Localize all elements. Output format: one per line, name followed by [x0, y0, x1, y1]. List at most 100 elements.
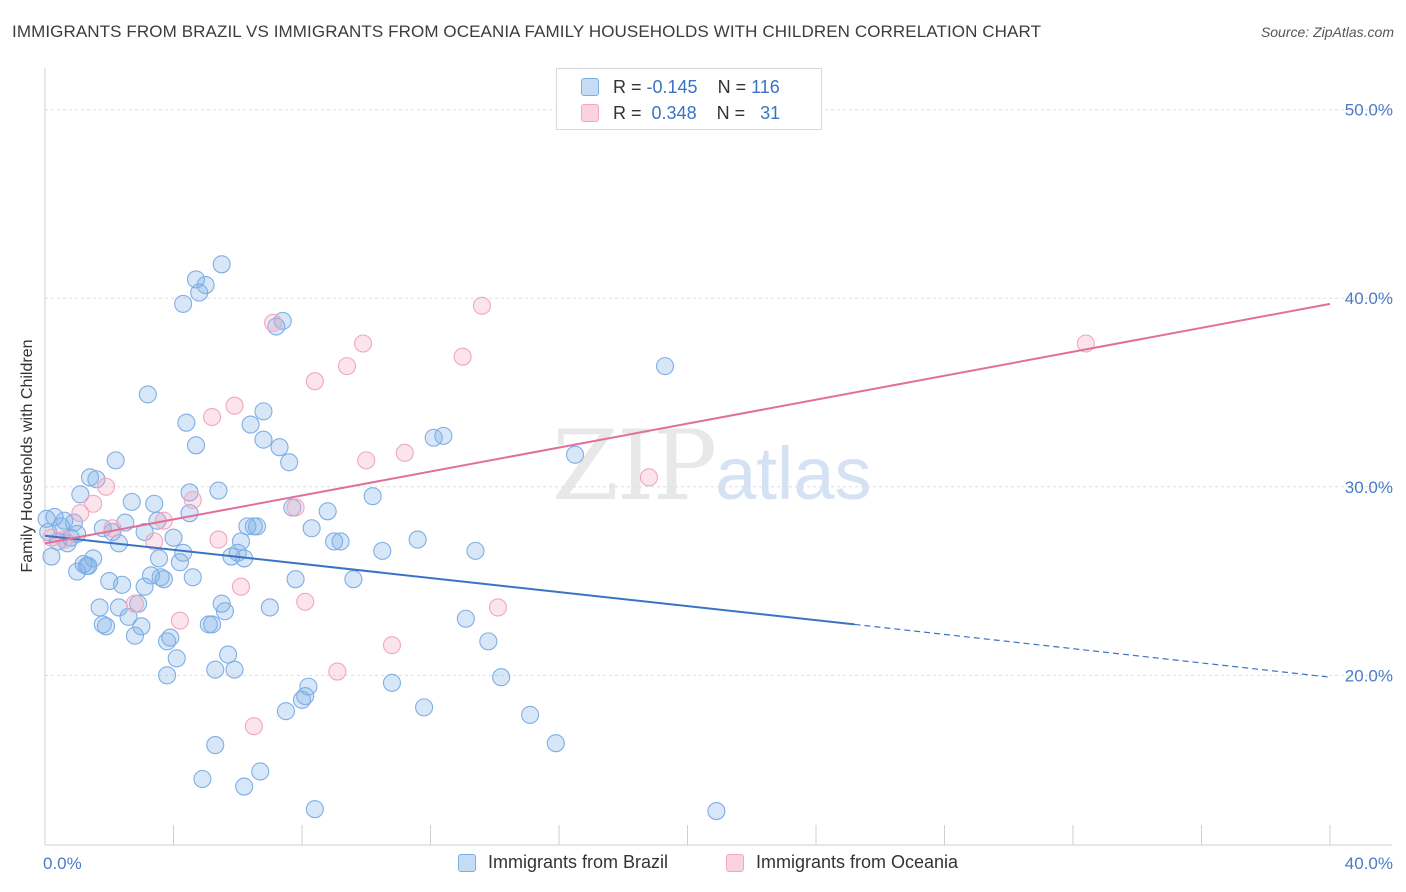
brazil-point — [64, 513, 83, 532]
n-value: 116 — [751, 76, 780, 97]
tick-label-layer: 20.0% 30.0% 40.0% 50.0% 0.0% 40.0% — [43, 101, 1393, 873]
legend-item-oceania[interactable]: Immigrants from Oceania — [726, 852, 958, 873]
brazil-point — [260, 598, 279, 617]
oceania-point — [395, 443, 414, 462]
stats-legend-row-oceania: R = 0.348 N = 31 — [581, 101, 780, 125]
oceania-point — [96, 477, 116, 496]
brazil-point — [655, 357, 675, 376]
y-tick-label: 50.0% — [1345, 101, 1393, 120]
n-value: 31 — [760, 102, 781, 123]
brazil-point — [193, 769, 212, 789]
brazil-point — [492, 668, 511, 687]
brazil-point — [415, 698, 434, 717]
brazil-point — [174, 543, 193, 562]
series-legend: Immigrants from Brazil Immigrants from O… — [0, 852, 1406, 878]
brazil-point — [135, 522, 154, 542]
brazil-point — [546, 734, 565, 753]
axis-layer — [44, 68, 1392, 846]
brazil-point — [113, 575, 132, 594]
brazil-point — [302, 519, 321, 538]
brazil-point — [215, 602, 234, 621]
oceania-swatch — [581, 104, 599, 122]
oceania-point — [472, 296, 491, 315]
brazil-point — [149, 549, 169, 568]
watermark-zip: ZIP — [552, 410, 717, 522]
brazil-trend-line — [44, 534, 855, 626]
brazil-point — [276, 702, 295, 721]
oceania-point — [203, 407, 222, 427]
brazil-swatch — [581, 78, 599, 96]
r-value: 0.348 — [651, 102, 697, 123]
x-tick-label: 40.0% — [1345, 854, 1393, 873]
oceania-point — [337, 357, 357, 376]
brazil-point — [254, 430, 273, 449]
brazil-point — [87, 470, 106, 489]
brazil-point — [203, 615, 222, 634]
brazil-point — [96, 617, 116, 636]
brazil-point — [167, 649, 186, 668]
brazil-point — [161, 628, 180, 647]
oceania-point — [296, 592, 315, 611]
y-tick-label: 40.0% — [1345, 289, 1393, 308]
brazil-point — [270, 438, 289, 457]
brazil-point — [174, 294, 193, 313]
brazil-trend-extension — [854, 623, 1331, 678]
brazil-point — [151, 568, 170, 587]
n-label: N = — [716, 102, 746, 123]
brazil-point — [225, 660, 244, 679]
brazil-point — [42, 547, 61, 566]
brazil-point — [296, 687, 315, 706]
brazil-point — [183, 568, 202, 587]
brazil-point — [206, 736, 225, 755]
brazil-point — [135, 577, 154, 596]
brazil-point — [37, 509, 56, 528]
points-layer — [37, 255, 1095, 821]
brazil-point — [219, 645, 238, 664]
brazil-point — [566, 445, 585, 464]
brazil-point — [299, 677, 318, 696]
brazil-point — [325, 532, 344, 551]
y-tick-label: 20.0% — [1345, 666, 1393, 685]
x-tick-label: 0.0% — [43, 854, 82, 873]
source-label: Source: ZipAtlas.com — [1260, 24, 1394, 40]
brazil-point — [170, 553, 189, 572]
brazil-point — [344, 570, 363, 589]
watermark: ZIPatlas — [552, 410, 872, 522]
brazil-point — [241, 415, 260, 434]
brazil-point — [479, 632, 498, 651]
brazil-point — [434, 426, 453, 445]
oceania-point — [286, 498, 305, 517]
stats-legend-row-brazil: R = -0.145 N = 116 — [581, 75, 780, 99]
brazil-point — [125, 626, 144, 645]
oceania-trend-line — [44, 302, 1331, 545]
brazil-point — [206, 660, 225, 679]
brazil-point — [145, 494, 164, 513]
brazil-point — [707, 802, 726, 821]
r-label: R = — [613, 102, 642, 123]
oceania-point — [353, 334, 373, 353]
brazil-point — [235, 777, 254, 796]
oceania-point — [453, 347, 472, 366]
oceania-point — [357, 451, 376, 470]
legend-item-brazil[interactable]: Immigrants from Brazil — [458, 852, 668, 873]
oceania-point — [305, 372, 324, 391]
brazil-point — [80, 468, 100, 487]
oceania-point — [183, 490, 202, 510]
oceania-point — [328, 662, 347, 681]
brazil-point — [254, 402, 273, 421]
brazil-point — [466, 541, 485, 560]
oceania-point — [125, 594, 144, 613]
brazil-point — [521, 705, 540, 724]
brazil-point — [177, 413, 196, 432]
oceania-point — [84, 494, 103, 513]
brazil-point — [251, 762, 270, 781]
oceania-point — [244, 717, 263, 736]
oceania-point — [209, 530, 228, 549]
brazil-point — [186, 436, 206, 455]
brazil-point — [79, 556, 98, 576]
brazil-point — [408, 530, 427, 549]
brazil-point — [119, 607, 138, 626]
brazil-point — [164, 528, 183, 547]
chart-title: IMMIGRANTS FROM BRAZIL VS IMMIGRANTS FRO… — [12, 22, 1042, 41]
